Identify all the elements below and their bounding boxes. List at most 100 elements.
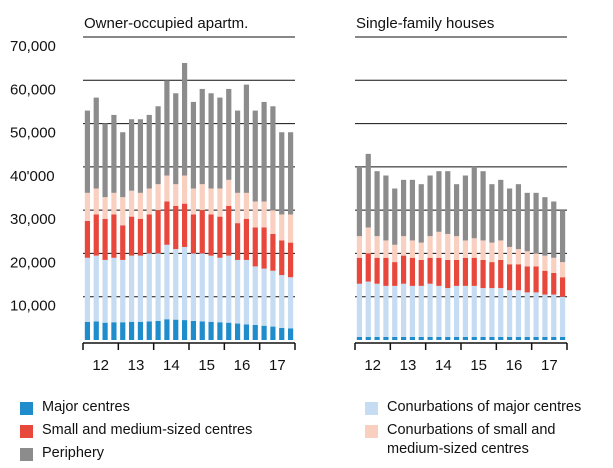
bar-segment	[409, 240, 416, 258]
bar-segment	[374, 283, 380, 337]
bar-segment	[102, 259, 108, 323]
bar-segment	[524, 192, 530, 252]
bar-segment	[515, 336, 522, 340]
bar-segment	[217, 97, 223, 189]
bar-segment	[287, 242, 294, 278]
bar-segment	[155, 106, 161, 185]
bar-segment	[480, 336, 486, 340]
bar-segment	[217, 188, 223, 217]
bar-segment	[261, 268, 267, 326]
bar-segment	[270, 270, 276, 327]
bar-segment	[506, 264, 513, 291]
bar-segment	[243, 218, 250, 260]
legend-label: Major centres	[42, 399, 130, 415]
bar-segment	[84, 220, 91, 258]
bar-segment	[559, 262, 566, 278]
bar-segment	[392, 285, 398, 337]
bar-segment	[489, 336, 495, 340]
legend-swatch	[20, 425, 33, 438]
bar-segment	[287, 214, 294, 243]
bar-segment	[409, 336, 416, 340]
bar-segment	[489, 262, 495, 289]
bar-segment	[270, 106, 276, 211]
legend-swatch	[20, 402, 33, 415]
bar-segment	[418, 285, 424, 337]
bar-segment	[279, 327, 285, 340]
bar-segment	[533, 292, 539, 337]
bar-segment	[190, 188, 197, 215]
bar-segment	[400, 283, 407, 337]
bar-segment	[551, 272, 557, 295]
bar-segment	[93, 321, 99, 340]
bar-segment	[208, 321, 214, 340]
bar-segment	[181, 246, 188, 321]
bar-segment	[392, 336, 398, 340]
bar-segment	[102, 322, 108, 340]
bar-segment	[155, 320, 161, 340]
bar-segment	[199, 253, 205, 322]
bar-segment	[243, 84, 250, 193]
bar-segment	[480, 171, 486, 241]
bar-segment	[365, 281, 371, 337]
bar-segment	[111, 114, 117, 193]
bar-segment	[84, 257, 91, 322]
bar-segment	[164, 201, 170, 245]
bar-segment	[453, 184, 460, 237]
y-tick-label: 20,000	[10, 254, 56, 271]
bar-segment	[506, 188, 513, 247]
bar-segment	[445, 259, 451, 289]
bar-segment	[471, 166, 477, 239]
bar-segment	[111, 257, 117, 323]
bar-segment	[356, 166, 363, 237]
bar-segment	[208, 93, 214, 189]
bar-segment	[356, 236, 363, 258]
bar-segment	[243, 192, 250, 219]
bar-segment	[427, 236, 433, 258]
bar-segment	[462, 240, 469, 258]
bar-segment	[137, 218, 144, 256]
bar-segment	[524, 336, 530, 340]
chart-title: Owner-occupied apartm.	[84, 15, 248, 32]
bar-segment	[506, 246, 513, 265]
bar-segment	[279, 240, 285, 276]
bar-segment	[199, 88, 205, 185]
bar-segment	[471, 238, 477, 258]
bar-segment	[226, 255, 232, 323]
legend-swatch	[365, 425, 378, 438]
y-tick-label: 60,000	[10, 81, 56, 98]
bar-segment	[234, 259, 241, 324]
bar-segment	[287, 277, 294, 329]
bar-segment	[462, 285, 469, 337]
bar-segment	[234, 223, 241, 260]
bar-segment	[128, 255, 135, 322]
bar-segment	[243, 324, 250, 340]
bar-segment	[453, 336, 460, 340]
bar-segment	[173, 93, 179, 185]
bar-segment	[515, 184, 522, 250]
bar-segment	[226, 322, 232, 340]
bar-segment	[164, 319, 170, 340]
bar-segment	[111, 192, 117, 215]
bar-segment	[418, 184, 424, 243]
bar-segment	[427, 175, 433, 237]
bar-segment	[383, 175, 389, 241]
bar-segment	[120, 225, 126, 260]
bar-segment	[217, 216, 223, 258]
x-tick-label: 15	[470, 357, 487, 374]
bar-segment	[533, 266, 539, 293]
bar-segment	[374, 236, 380, 258]
bar-segment	[374, 257, 380, 284]
bar-segment	[252, 110, 258, 202]
bar-segment	[173, 184, 179, 206]
bar-segment	[445, 233, 451, 260]
bar-segment	[400, 255, 407, 284]
bar-segment	[287, 328, 294, 340]
bar-segment	[542, 294, 548, 337]
bar-segment	[120, 197, 126, 226]
bar-segment	[392, 262, 398, 286]
bar-segment	[551, 294, 557, 337]
bar-segment	[199, 321, 205, 340]
bar-segment	[356, 336, 363, 340]
bar-segment	[471, 336, 477, 340]
